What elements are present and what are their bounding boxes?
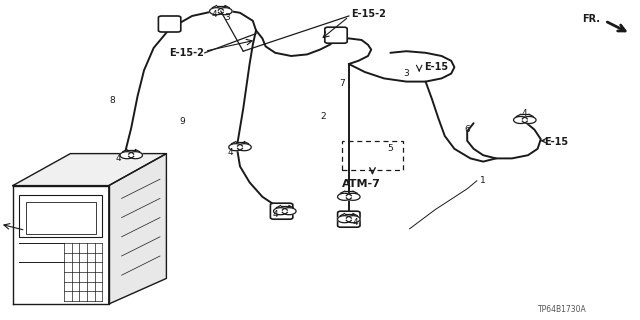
Polygon shape <box>218 8 232 15</box>
Polygon shape <box>337 193 351 200</box>
Text: 4: 4 <box>228 148 233 156</box>
Polygon shape <box>346 193 360 200</box>
Polygon shape <box>513 116 527 124</box>
Polygon shape <box>522 116 536 124</box>
FancyBboxPatch shape <box>26 202 96 234</box>
Polygon shape <box>13 154 166 186</box>
Text: 5: 5 <box>388 144 393 153</box>
Text: 4: 4 <box>353 218 358 227</box>
Text: TP64B1730A: TP64B1730A <box>538 305 586 314</box>
Text: FR.: FR. <box>582 14 600 24</box>
Polygon shape <box>228 144 243 151</box>
Text: 4: 4 <box>522 109 527 118</box>
Text: E-15: E-15 <box>424 62 448 72</box>
FancyBboxPatch shape <box>325 27 348 43</box>
Text: 9: 9 <box>180 117 185 126</box>
Text: 2: 2 <box>321 112 326 121</box>
FancyBboxPatch shape <box>338 211 360 227</box>
Polygon shape <box>337 216 351 223</box>
Polygon shape <box>109 154 166 304</box>
Text: 6: 6 <box>465 125 470 134</box>
Polygon shape <box>209 8 223 15</box>
Text: 4: 4 <box>116 154 121 163</box>
Text: 3: 3 <box>225 13 230 22</box>
Text: E-15-2: E-15-2 <box>351 9 385 20</box>
Polygon shape <box>13 186 109 304</box>
Polygon shape <box>129 152 143 159</box>
Polygon shape <box>120 152 134 159</box>
FancyBboxPatch shape <box>270 203 293 219</box>
Text: 4: 4 <box>212 10 217 19</box>
Polygon shape <box>273 208 287 215</box>
Polygon shape <box>237 144 252 151</box>
Text: E-15: E-15 <box>544 137 568 148</box>
Polygon shape <box>282 208 296 215</box>
Text: 8: 8 <box>109 96 115 105</box>
Text: 3: 3 <box>404 69 409 78</box>
Text: E-15-2: E-15-2 <box>170 48 204 58</box>
Text: 4: 4 <box>273 210 278 219</box>
FancyBboxPatch shape <box>159 16 180 32</box>
Polygon shape <box>346 216 360 223</box>
Text: 1: 1 <box>481 176 486 185</box>
FancyBboxPatch shape <box>19 195 102 237</box>
Text: ATM-7: ATM-7 <box>342 179 381 189</box>
Text: 7: 7 <box>340 79 345 88</box>
Bar <box>342 141 403 170</box>
